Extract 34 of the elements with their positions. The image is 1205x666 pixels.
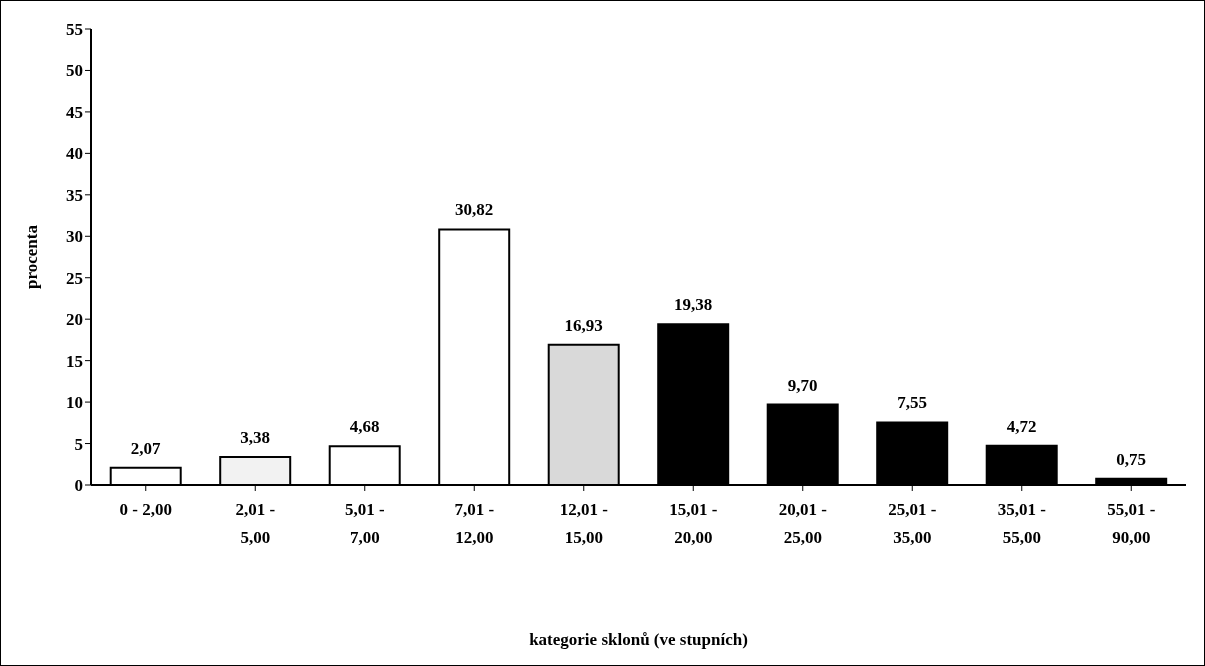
x-tick-label: 35,01 - 55,00 (997, 500, 1047, 547)
data-label: 3,38 (240, 427, 271, 447)
y-tick-label: 40 (66, 144, 83, 164)
data-label: 4,72 (1006, 416, 1037, 436)
x-tick-label: 55,01 - 90,00 (1107, 500, 1156, 547)
x-tick-label: 25,01 - 35,00 (888, 500, 937, 547)
y-tick-label: 20 (66, 310, 83, 330)
y-tick-label: 0 (74, 476, 83, 496)
y-tick-label: 45 (66, 102, 83, 122)
y-tick-label: 25 (66, 268, 83, 288)
x-tick-label: 5,01 - 7,00 (344, 500, 385, 547)
x-tick-label: 0 - 2,00 (119, 500, 172, 519)
x-tick-label: 7,01 - 12,00 (454, 500, 495, 547)
data-label: 30,82 (455, 200, 494, 220)
y-tick-label: 5 (74, 434, 83, 454)
data-label: 0,75 (1116, 449, 1147, 469)
y-tick-label: 30 (66, 227, 83, 247)
data-label: 9,70 (787, 375, 818, 395)
y-axis-title: procenta (22, 224, 42, 289)
y-tick-label: 55 (66, 20, 83, 40)
data-label: 4,68 (349, 417, 380, 437)
x-axis-title: kategorie sklonů (ve stupních) (529, 630, 748, 649)
x-tick-label: 15,01 - 20,00 (669, 500, 718, 547)
y-tick-label: 15 (66, 351, 83, 371)
data-label: 2,07 (130, 438, 162, 458)
x-tick-label: 2,01 - 5,00 (235, 500, 276, 547)
x-tick-label: 12,01 - 15,00 (559, 500, 609, 547)
x-tick-label: 20,01 - 25,00 (778, 500, 828, 547)
y-tick-label: 35 (66, 185, 83, 205)
data-label: 19,38 (674, 295, 713, 315)
data-label: 7,55 (897, 393, 928, 413)
y-tick-label: 50 (66, 61, 83, 81)
data-label: 16,93 (564, 315, 603, 335)
y-tick-label: 10 (66, 393, 83, 413)
